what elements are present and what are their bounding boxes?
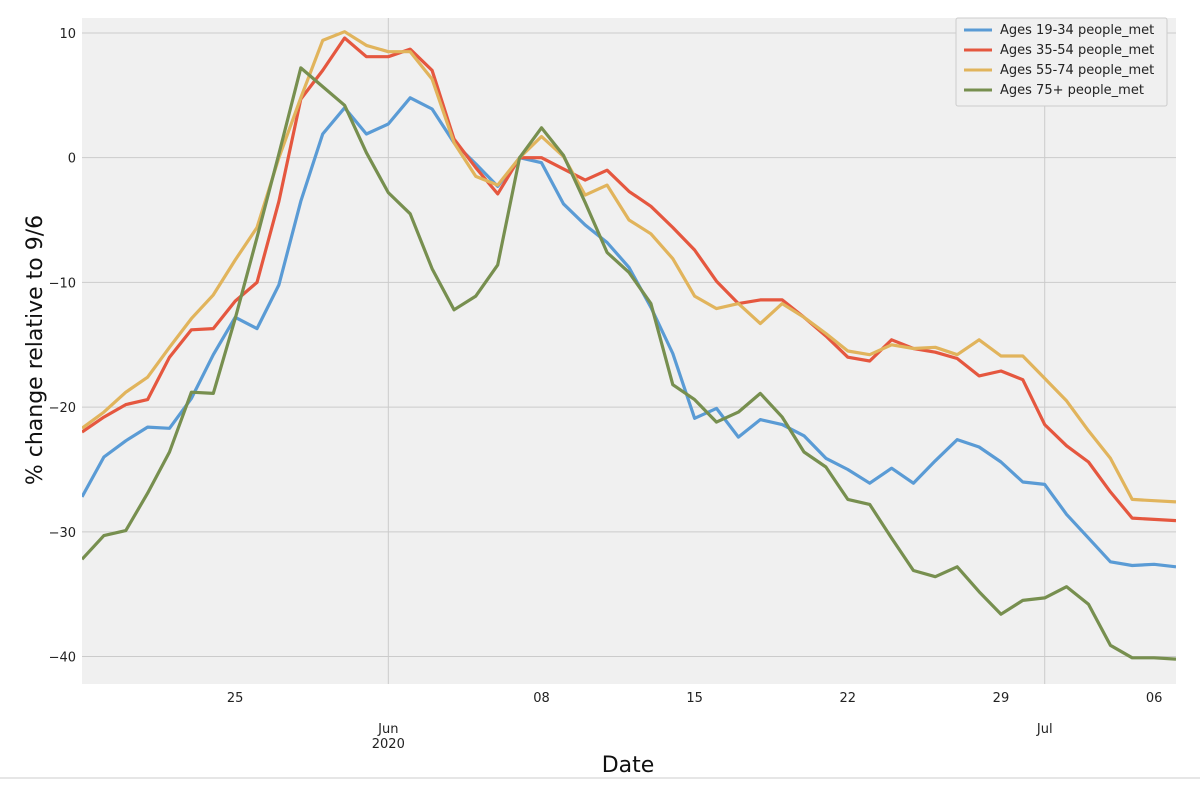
series-line [82,36,1176,523]
x-tick-label: Jun [377,722,398,737]
y-tick-label: −10 [49,276,76,291]
plot-area [82,18,1176,684]
legend-box [955,17,1168,107]
legend: Ages 19-34 people_met Ages 35-54 people_… [955,17,1168,107]
x-tick-label: 22 [840,691,857,706]
x-tick-label: 15 [686,691,703,706]
legend-entry: Ages 75+ people_met [964,83,1144,98]
y-tick-label: 0 [68,152,76,167]
series-line [82,96,1176,569]
legend-label: Ages 55-74 people_met [1000,63,1154,78]
legend-entry: Ages 35-54 people_met [964,43,1154,58]
x-tick-label: 08 [533,691,550,706]
y-axis-label: % change relative to 9/6 [23,215,48,485]
legend-label: Ages 35-54 people_met [1000,43,1154,58]
legend-entry: Ages 19-34 people_met [964,23,1154,38]
x-tick-sublabel: 2020 [372,737,405,752]
legend-label: Ages 75+ people_met [1000,83,1144,98]
x-tick-label: 25 [227,691,244,706]
y-tick-label: 10 [59,27,76,42]
x-tick-label: Jul [1036,722,1053,737]
y-tick-label: −40 [49,651,76,666]
y-tick-label: −30 [49,526,76,541]
grid-lines [82,18,1176,684]
x-axis-label: Date [602,753,655,778]
legend-label: Ages 19-34 people_met [1000,23,1154,38]
x-tick-label: 29 [993,691,1010,706]
series-line [82,66,1176,661]
x-tick-label: 06 [1146,691,1163,706]
y-tick-label: −20 [49,401,76,416]
legend-entry: Ages 55-74 people_met [964,63,1154,78]
series-lines [82,30,1176,661]
